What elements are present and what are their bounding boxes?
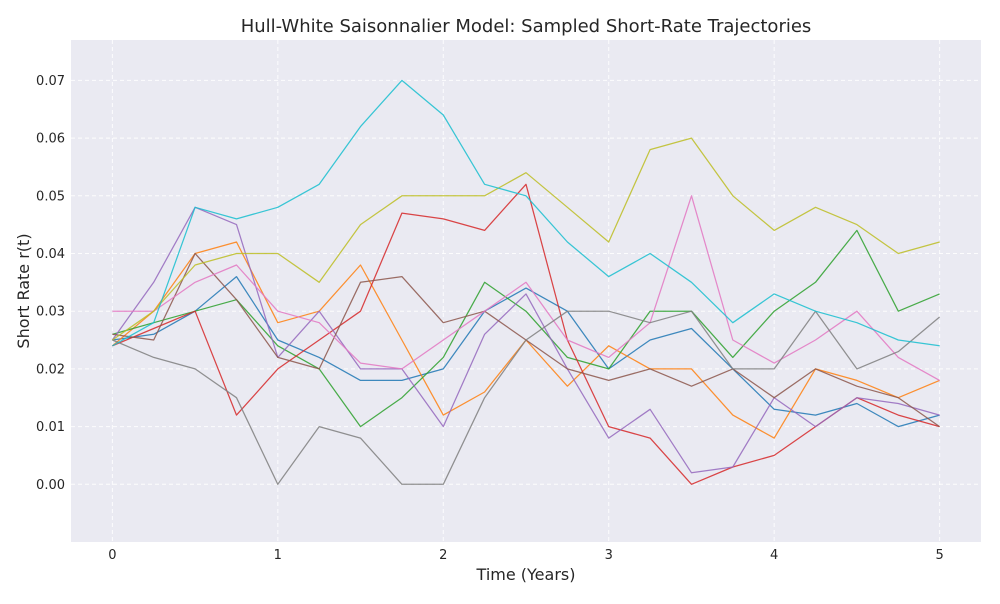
series-line-5 (111, 206, 940, 474)
y-tick-label: 0.05 (36, 189, 65, 204)
y-axis-label: Short Rate r(t) (14, 233, 33, 348)
y-axis: 0.00 0.01 0.02 0.03 0.04 0.05 0.06 0.07 (36, 74, 65, 493)
series-line-8 (112, 310, 941, 485)
series-line-7 (112, 195, 940, 381)
y-tick-label: 0.02 (36, 362, 65, 377)
y-tick-label: 0.03 (36, 305, 65, 320)
series-line-10 (112, 79, 940, 347)
series-line-4 (112, 183, 940, 485)
y-tick-label: 0.01 (36, 420, 65, 435)
x-axis: 0 1 2 3 4 5 (108, 548, 944, 563)
series-line-1 (112, 275, 940, 428)
x-tick-label: 1 (274, 548, 282, 563)
chart-title: Hull-White Saisonnalier Model: Sampled S… (241, 16, 812, 37)
x-tick-label: 4 (770, 548, 778, 563)
series-line-9 (112, 137, 940, 341)
x-tick-label: 2 (439, 548, 447, 563)
y-tick-label: 0.07 (36, 74, 65, 89)
x-tick-label: 5 (935, 548, 943, 563)
y-tick-label: 0.00 (36, 478, 65, 493)
series-group (111, 79, 941, 485)
x-tick-label: 0 (108, 548, 116, 563)
x-tick-label: 3 (605, 548, 613, 563)
y-tick-label: 0.04 (36, 247, 65, 262)
series-line-3 (112, 229, 940, 428)
plot-area (71, 40, 981, 542)
y-tick-label: 0.06 (36, 132, 65, 147)
x-axis-label: Time (Years) (476, 565, 576, 584)
